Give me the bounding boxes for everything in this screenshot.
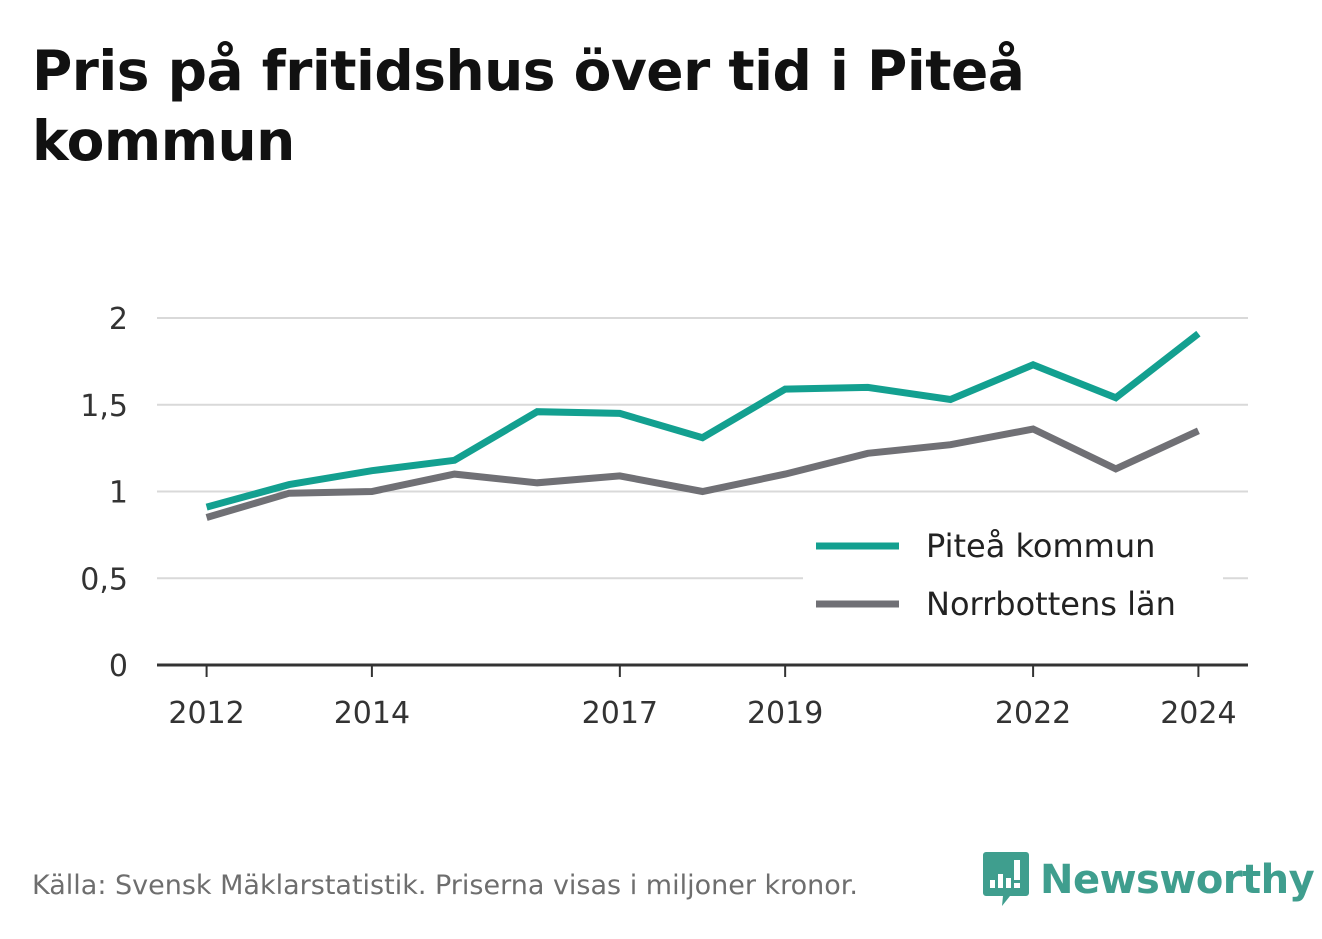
series-line-norrbottens-lan <box>205 425 1200 521</box>
y-tick-label: 0,5 <box>80 562 128 597</box>
legend-background <box>803 520 1223 630</box>
axes: 0 0,5 1 1,5 2 2012 2014 2017 2019 2022 2024 <box>80 302 1248 731</box>
legend-label: Piteå kommun <box>926 527 1155 565</box>
y-tick-label: 1 <box>109 476 128 511</box>
series-lines <box>205 330 1201 521</box>
brand-name: Newsworthy <box>1040 857 1315 903</box>
x-tick-label: 2017 <box>582 696 658 731</box>
y-tick-label: 2 <box>109 302 128 337</box>
y-tick-label: 0 <box>109 649 128 684</box>
x-tick-label: 2019 <box>747 696 823 731</box>
legend: Piteå kommun Norrbottens län <box>803 520 1223 630</box>
x-tick-label: 2012 <box>168 696 244 731</box>
newsworthy-logo-icon <box>983 852 1029 906</box>
x-tick-label: 2024 <box>1160 696 1236 731</box>
brand-logo[interactable]: Newsworthy <box>982 850 1315 910</box>
chart-title: Pris på fritidshus över tid i Piteå komm… <box>32 39 1025 173</box>
x-tick-label: 2014 <box>334 696 410 731</box>
legend-label: Norrbottens län <box>926 585 1176 623</box>
x-tick-label: 2022 <box>995 696 1071 731</box>
y-tick-label: 1,5 <box>80 389 128 424</box>
series-line-pitea-kommun <box>205 330 1201 511</box>
source-note: Källa: Svensk Mäklarstatistik. Priserna … <box>32 870 859 901</box>
